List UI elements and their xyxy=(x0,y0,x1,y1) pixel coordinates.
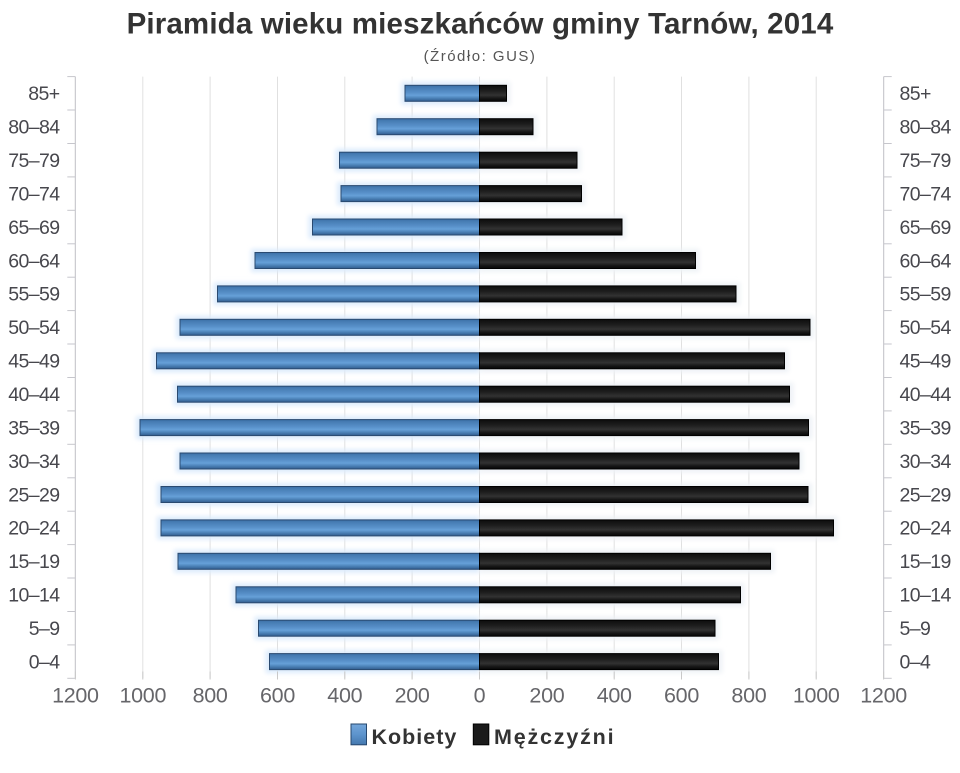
svg-text:55–59: 55–59 xyxy=(8,284,59,306)
svg-text:25–29: 25–29 xyxy=(8,484,59,506)
svg-text:5–9: 5–9 xyxy=(900,618,931,640)
svg-text:65–69: 65–69 xyxy=(8,217,59,239)
svg-text:5–9: 5–9 xyxy=(29,618,60,640)
svg-text:50–54: 50–54 xyxy=(8,317,60,339)
svg-text:30–34: 30–34 xyxy=(900,451,952,473)
svg-text:600: 600 xyxy=(664,684,699,708)
svg-text:40–44: 40–44 xyxy=(8,384,60,406)
svg-text:30–34: 30–34 xyxy=(8,451,60,473)
svg-text:50–54: 50–54 xyxy=(900,317,952,339)
svg-text:10–14: 10–14 xyxy=(8,585,60,607)
svg-text:60–64: 60–64 xyxy=(8,250,60,272)
svg-text:35–39: 35–39 xyxy=(8,417,59,439)
svg-text:70–74: 70–74 xyxy=(8,183,60,205)
svg-text:(Źródło: GUS): (Źródło: GUS) xyxy=(424,48,537,65)
svg-text:75–79: 75–79 xyxy=(8,150,59,172)
svg-text:40–44: 40–44 xyxy=(900,384,952,406)
svg-text:0: 0 xyxy=(474,684,486,708)
svg-text:0–4: 0–4 xyxy=(900,651,931,673)
svg-text:Kobiety: Kobiety xyxy=(372,725,458,749)
svg-text:800: 800 xyxy=(731,684,766,708)
svg-text:75–79: 75–79 xyxy=(900,150,951,172)
svg-text:45–49: 45–49 xyxy=(8,351,59,373)
svg-text:1000: 1000 xyxy=(119,684,166,708)
svg-text:Mężczyźni: Mężczyźni xyxy=(494,725,615,749)
svg-text:1000: 1000 xyxy=(793,684,840,708)
svg-text:10–14: 10–14 xyxy=(900,585,952,607)
svg-text:85+: 85+ xyxy=(28,83,59,105)
svg-text:85+: 85+ xyxy=(900,83,931,105)
svg-text:15–19: 15–19 xyxy=(8,551,59,573)
svg-text:1200: 1200 xyxy=(52,684,99,708)
svg-text:800: 800 xyxy=(193,684,228,708)
svg-text:25–29: 25–29 xyxy=(900,484,951,506)
svg-text:35–39: 35–39 xyxy=(900,417,951,439)
svg-text:55–59: 55–59 xyxy=(900,284,951,306)
svg-text:Piramida wieku mieszkańców gmi: Piramida wieku mieszkańców gminy Tarnów,… xyxy=(127,8,834,41)
svg-text:20–24: 20–24 xyxy=(8,518,60,540)
svg-text:200: 200 xyxy=(395,684,430,708)
svg-text:60–64: 60–64 xyxy=(900,250,952,272)
svg-text:200: 200 xyxy=(529,684,564,708)
svg-text:70–74: 70–74 xyxy=(900,183,952,205)
svg-text:80–84: 80–84 xyxy=(900,117,952,139)
svg-text:80–84: 80–84 xyxy=(8,117,60,139)
svg-text:400: 400 xyxy=(327,684,362,708)
svg-text:400: 400 xyxy=(597,684,632,708)
svg-text:45–49: 45–49 xyxy=(900,351,951,373)
svg-text:600: 600 xyxy=(260,684,295,708)
svg-text:1200: 1200 xyxy=(860,684,907,708)
svg-text:65–69: 65–69 xyxy=(900,217,951,239)
svg-text:0–4: 0–4 xyxy=(29,651,60,673)
svg-text:15–19: 15–19 xyxy=(900,551,951,573)
svg-text:20–24: 20–24 xyxy=(900,518,952,540)
